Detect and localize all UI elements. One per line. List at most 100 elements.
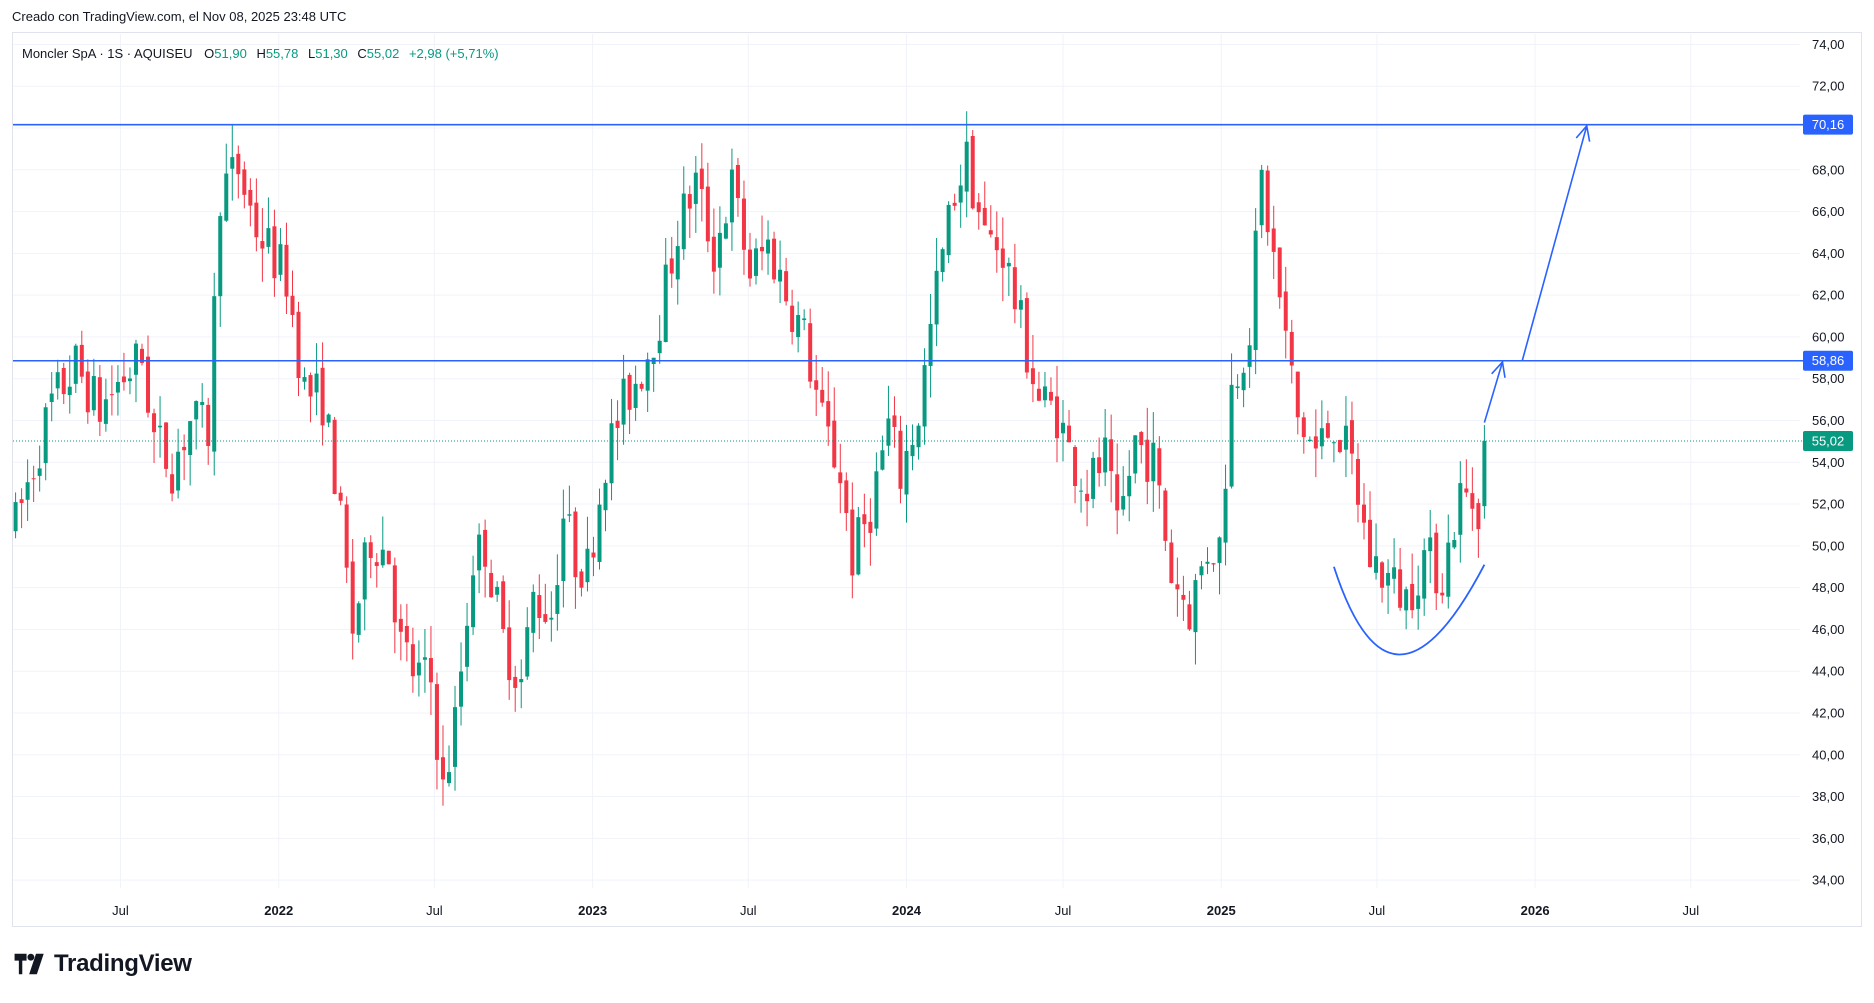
candle-down (1181, 594, 1186, 600)
candle-up (416, 662, 421, 676)
close-label: C (357, 46, 367, 61)
time-tick-label: Jul (740, 903, 757, 918)
candle-down (1163, 490, 1168, 541)
candle-down (1410, 583, 1415, 611)
candle-down (308, 375, 313, 397)
candle-down (892, 415, 897, 427)
candle-up (218, 216, 223, 297)
candle-up (1217, 537, 1222, 563)
candle-down (1115, 474, 1120, 511)
candle-down (573, 511, 578, 578)
price-tick-label: 54,00 (1812, 455, 1845, 470)
candle-up (266, 228, 271, 247)
candle-down (1434, 532, 1439, 594)
chart-frame (12, 32, 1862, 927)
candle-up (471, 575, 476, 628)
price-tick-label: 46,00 (1812, 622, 1845, 637)
candle-up (380, 549, 385, 566)
price-tick-label: 48,00 (1812, 580, 1845, 595)
candle-up (946, 204, 951, 256)
candle-up (1446, 542, 1451, 597)
candle-up (1151, 442, 1156, 482)
price-tick-label: 44,00 (1812, 664, 1845, 679)
candle-up (555, 585, 560, 614)
drawings[interactable] (1333, 124, 1591, 656)
candle-down (982, 207, 987, 226)
candle-down (868, 521, 873, 533)
horizontal-levels[interactable] (13, 123, 1803, 442)
candle-down (1085, 493, 1090, 502)
candle-down (182, 446, 187, 451)
candle-down (1012, 267, 1017, 310)
candle-down (1073, 447, 1078, 486)
candle-up (531, 591, 536, 633)
arrow-head (1491, 360, 1506, 378)
candle-down (1048, 391, 1053, 401)
high-value: 55,78 (265, 46, 299, 61)
candle-up (561, 518, 566, 582)
candle-up (778, 269, 783, 282)
candle-up (212, 296, 217, 452)
candle-down (410, 644, 415, 677)
candle-up (621, 378, 626, 425)
price-axis[interactable]: 74,0072,0070,0068,0066,0064,0062,0060,00… (1803, 37, 1853, 888)
candle-up (796, 315, 801, 338)
candle-down (1067, 425, 1072, 443)
time-tick-label: 2022 (264, 903, 293, 918)
price-tick-label: 50,00 (1812, 538, 1845, 553)
candle-up (1452, 540, 1457, 548)
candle-down (146, 356, 151, 413)
time-axis[interactable]: Jul 2022 Jul 2023 Jul 2024 Jul 2025 Jul 2026 Jul (112, 903, 1699, 918)
candle-down (952, 202, 957, 206)
candle-up (585, 548, 590, 583)
candle-up (1374, 556, 1379, 573)
candle-down (1139, 432, 1144, 446)
candle-down (368, 542, 373, 559)
candle-up (1247, 345, 1252, 367)
price-tick-label: 36,00 (1812, 831, 1845, 846)
candle-down (1187, 604, 1192, 630)
candle-up (886, 418, 891, 446)
candle-down (669, 258, 674, 274)
candle-up (422, 657, 427, 660)
candle-up (465, 625, 470, 667)
tradingview-brand[interactable]: TradingView (14, 950, 192, 978)
candle-up (356, 603, 361, 635)
price-tick-label: 40,00 (1812, 747, 1845, 762)
candle-down (386, 550, 391, 565)
candle-down (404, 625, 409, 643)
candle-down (296, 311, 301, 378)
candle-up (910, 444, 915, 457)
candle-up (1193, 580, 1198, 633)
candle-down (272, 226, 277, 279)
candle-up (874, 471, 879, 529)
candle-down (627, 374, 632, 410)
candle-down (85, 371, 90, 413)
price-tick-label: 68,00 (1812, 162, 1845, 177)
candle-up (609, 423, 614, 484)
candle-down (591, 552, 596, 558)
candle-up (940, 249, 945, 273)
candle-up (1079, 490, 1084, 492)
candle-up (1392, 567, 1397, 579)
candle-up (49, 393, 54, 402)
candle-down (398, 618, 403, 632)
price-tick-label: 64,00 (1812, 246, 1845, 261)
time-tick-label: 2024 (892, 903, 922, 918)
candle-up (447, 772, 452, 784)
candle-down (976, 202, 981, 213)
price-tick-label: 72,00 (1812, 79, 1845, 94)
open-value: 51,90 (214, 46, 247, 61)
candle-up (1229, 384, 1234, 487)
last-price-tag-label: 55,02 (1812, 433, 1845, 448)
candle-up (663, 264, 668, 343)
price-tick-label: 56,00 (1812, 413, 1845, 428)
candle-up (1199, 566, 1204, 576)
candle-up (1331, 442, 1336, 444)
candle-up (326, 414, 331, 423)
level-price-tag-label: 70,16 (1812, 117, 1845, 132)
candle-down (374, 562, 379, 566)
candle-up (657, 340, 662, 354)
candle-up (1428, 537, 1433, 552)
